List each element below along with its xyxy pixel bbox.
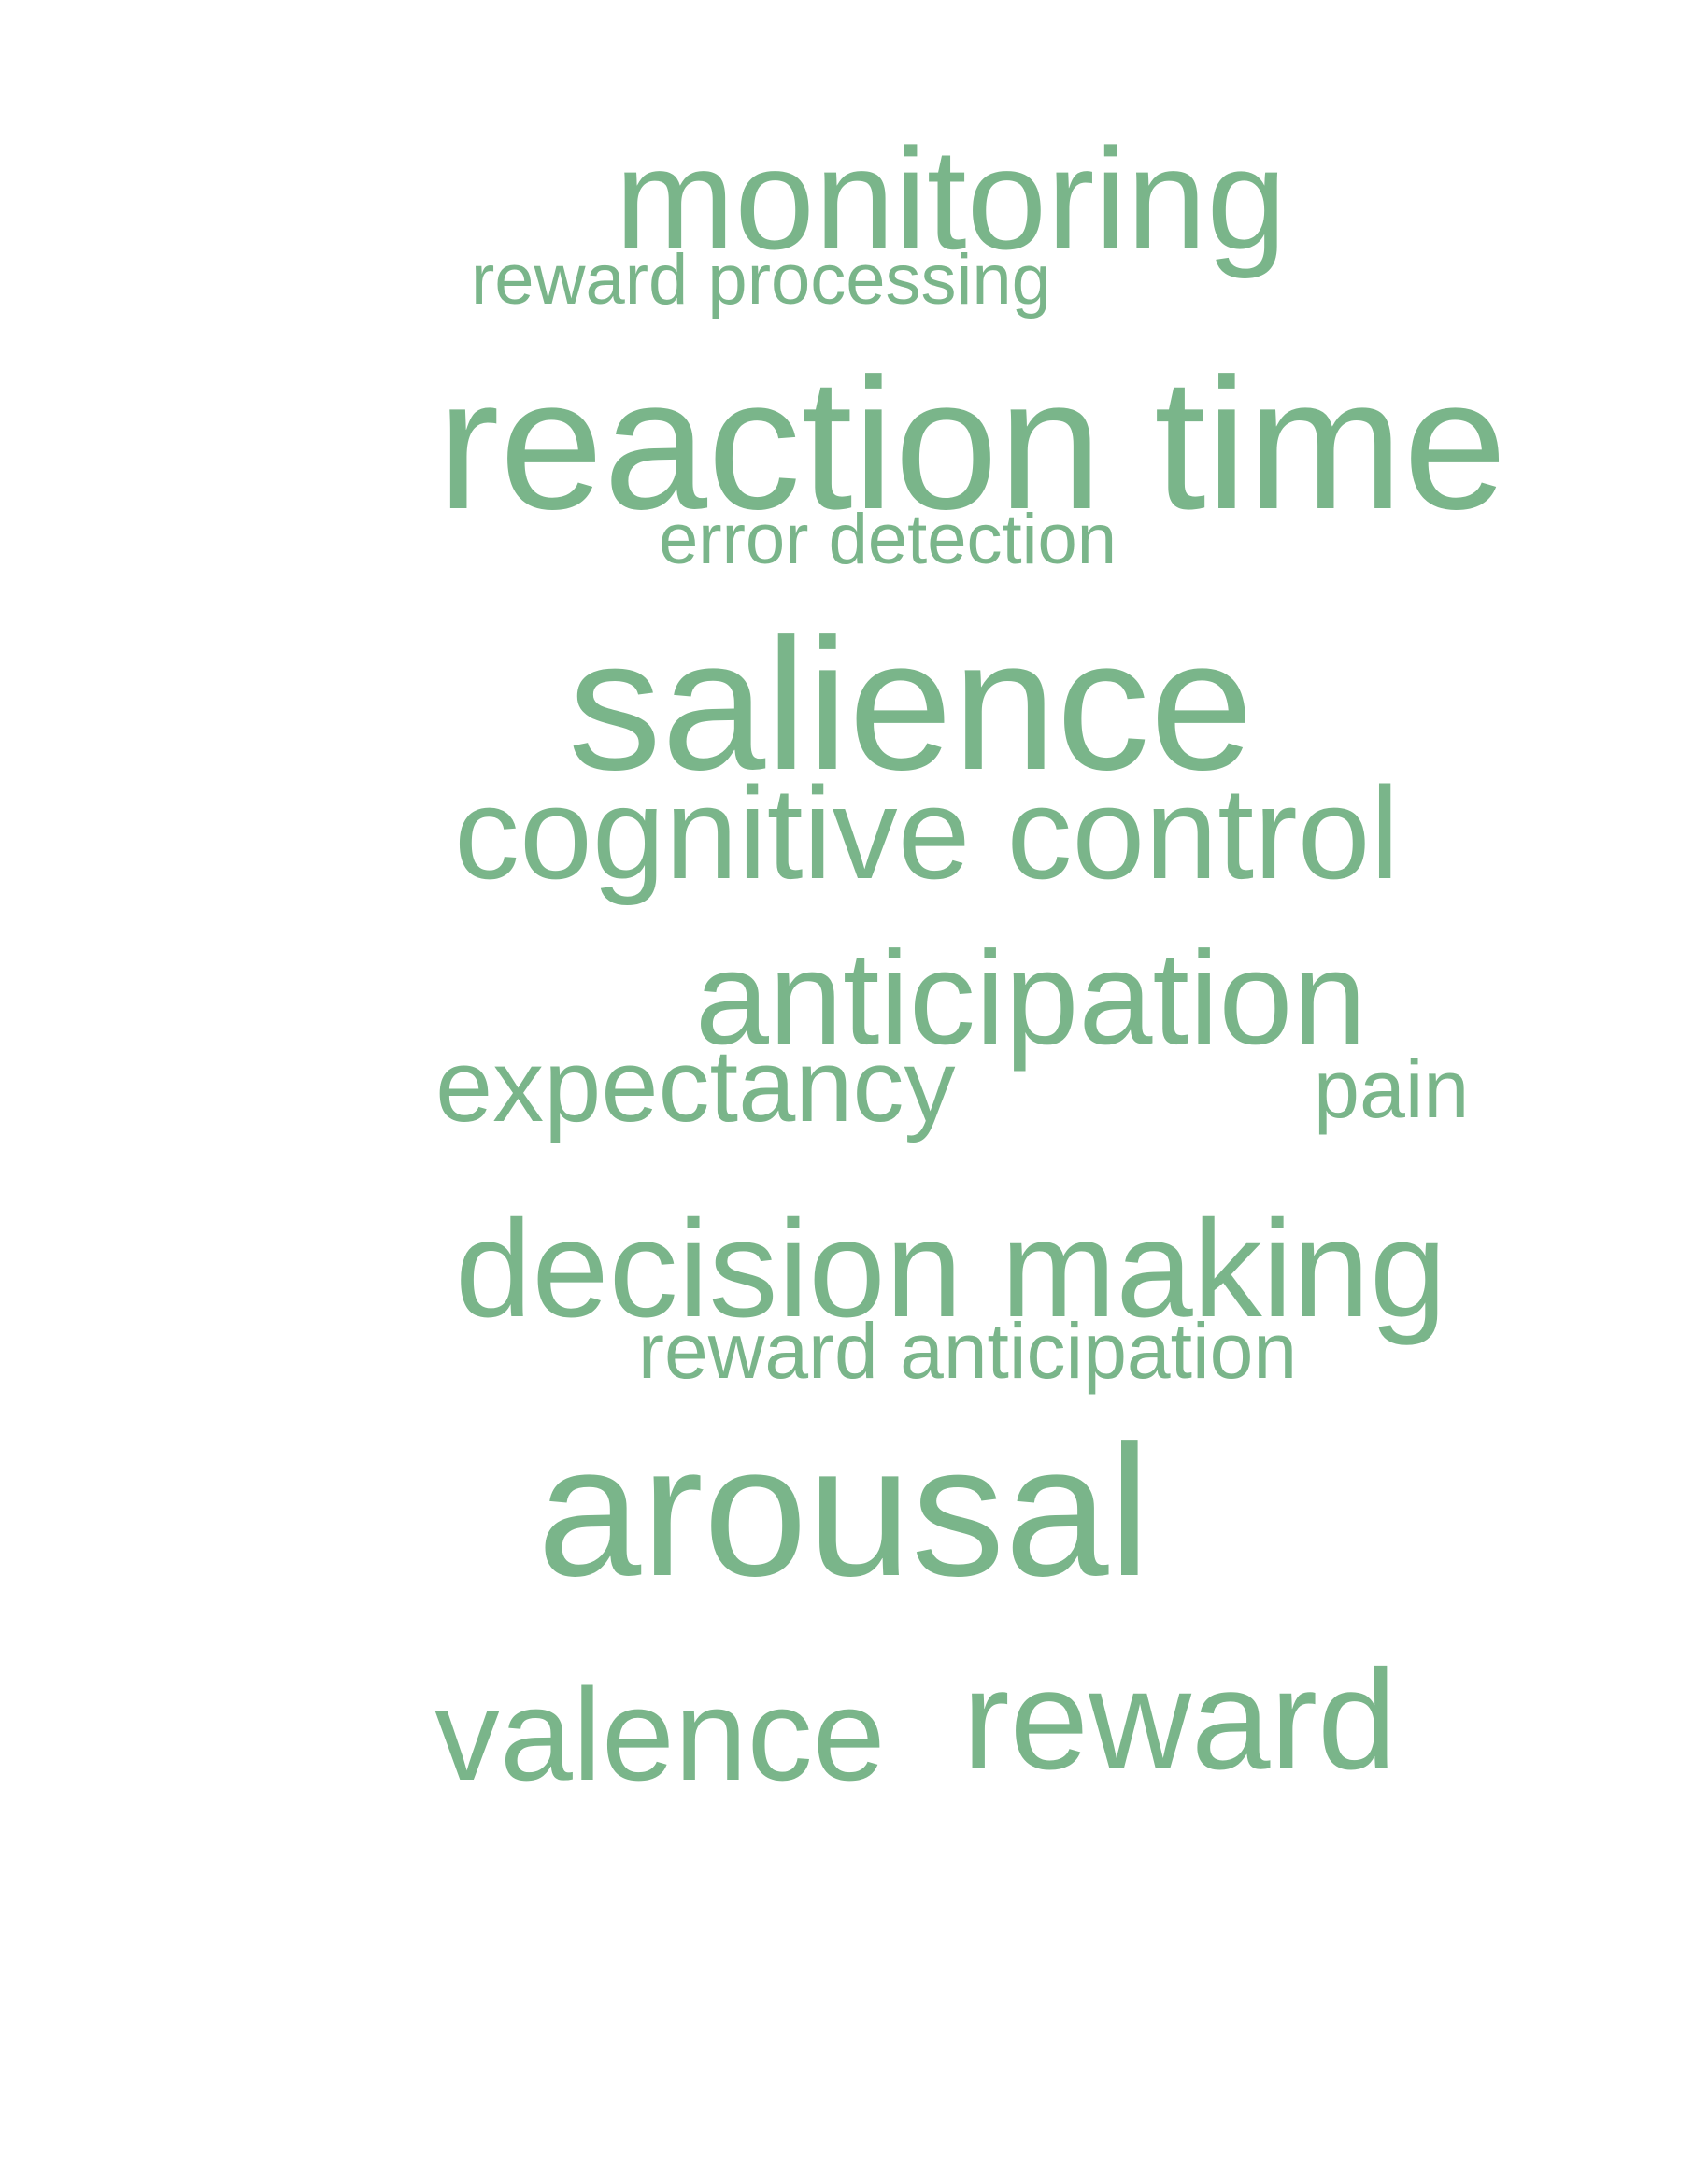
word-decision-making: decision making [455,1192,1447,1346]
word-reward: reward [962,1640,1397,1799]
word-valence: valence [434,1661,886,1808]
word-anticipation: anticipation [695,924,1367,1072]
word-arousal: arousal [537,1407,1150,1615]
word-reward-anticipation: reward anticipation [638,1307,1298,1395]
word-monitoring: monitoring [615,119,1288,279]
word-expectancy: expectancy [435,1029,956,1143]
word-salience: salience [568,601,1254,809]
word-cognitive-control: cognitive control [454,760,1400,906]
word-reaction-time: reaction time [437,340,1507,548]
word-reward-processing: reward processing [471,240,1051,319]
word-error-detection: error detection [659,500,1117,579]
word-pain: pain [1314,1043,1470,1135]
